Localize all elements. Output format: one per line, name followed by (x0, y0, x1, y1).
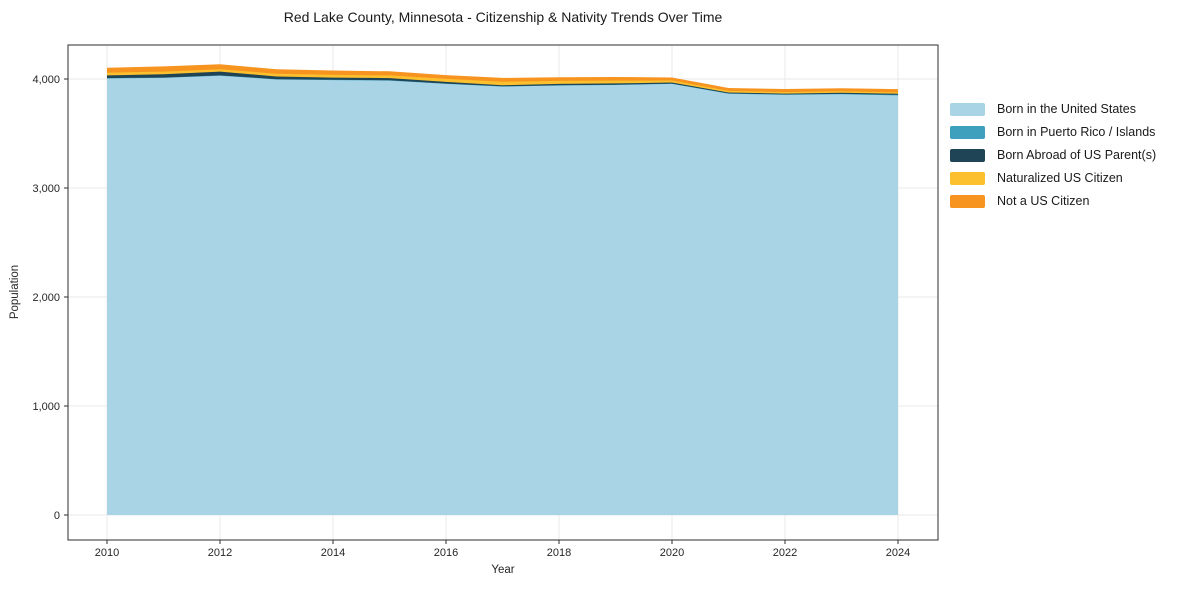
x-tick-label: 2016 (434, 547, 458, 559)
legend-item: Born in Puerto Rico / Islands (950, 125, 1156, 139)
plot-frame (67, 44, 939, 541)
legend-swatch-icon (950, 148, 985, 162)
y-tick-label: 2,000 (32, 292, 60, 304)
x-tick-label: 2014 (321, 547, 345, 559)
y-tick-label: 3,000 (32, 183, 60, 195)
legend-label: Born Abroad of US Parent(s) (997, 148, 1157, 162)
legend-swatch-icon (950, 102, 985, 116)
x-axis-label: Year (491, 564, 515, 576)
legend-swatch-icon (950, 171, 985, 185)
legend-label: Born in Puerto Rico / Islands (997, 125, 1156, 139)
x-tick-label: 2012 (208, 547, 232, 559)
legend-item: Born Abroad of US Parent(s) (950, 148, 1156, 162)
x-tick-label: 2010 (95, 547, 119, 559)
y-tick-label: 0 (54, 510, 60, 522)
y-tick-label: 1,000 (32, 401, 60, 413)
legend: Born in the United States Born in Puerto… (950, 102, 1156, 208)
legend-swatch-icon (950, 125, 985, 139)
y-tick-label: 4,000 (32, 74, 60, 86)
x-tick-label: 2018 (547, 547, 571, 559)
x-tick-label: 2022 (773, 547, 797, 559)
legend-label: Naturalized US Citizen (997, 171, 1123, 185)
y-axis-label: Population (9, 264, 21, 320)
legend-label: Born in the United States (997, 102, 1136, 116)
legend-item: Born in the United States (950, 102, 1156, 116)
legend-item: Not a US Citizen (950, 194, 1156, 208)
legend-item: Naturalized US Citizen (950, 171, 1156, 185)
chart-title: Red Lake County, Minnesota - Citizenship… (283, 9, 723, 25)
area-series-0 (107, 75, 898, 515)
legend-label: Not a US Citizen (997, 194, 1090, 208)
legend-swatch-icon (950, 194, 985, 208)
x-tick-label: 2020 (660, 547, 684, 559)
x-tick-label: 2024 (886, 547, 910, 559)
